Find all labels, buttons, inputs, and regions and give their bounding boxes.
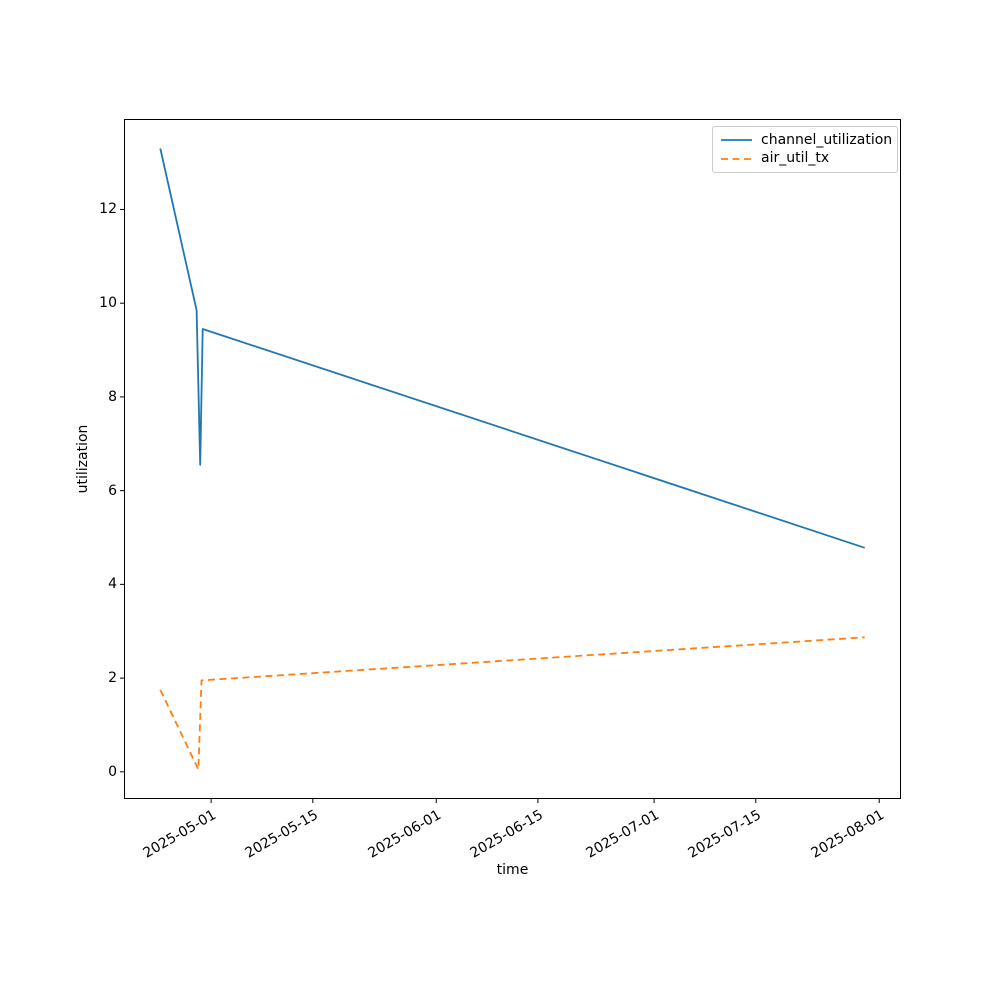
legend-line-sample <box>721 157 752 160</box>
plot-area <box>124 119 901 799</box>
y-tick-label: 2 <box>108 670 117 687</box>
legend-entry-channel_utilization: channel_utilization <box>721 131 893 149</box>
legend-label: air_util_tx <box>761 150 830 167</box>
x-axis-label: time <box>496 862 529 878</box>
y-tick-label: 6 <box>108 482 117 499</box>
y-tick-label: 12 <box>99 201 117 218</box>
legend-label: channel_utilization <box>761 131 893 148</box>
legend-entry-air_util_tx: air_util_tx <box>721 150 889 168</box>
series-line-channel_utilization <box>159 148 865 549</box>
legend: channel_utilization air_util_tx <box>712 126 898 173</box>
y-tick-label: 10 <box>99 295 117 312</box>
y-tick-label: 8 <box>108 388 117 405</box>
y-tick-label: 4 <box>108 576 117 593</box>
y-tick-label: 0 <box>108 763 117 780</box>
series-line-air_util_tx <box>159 636 865 771</box>
legend-line-sample <box>721 139 752 142</box>
